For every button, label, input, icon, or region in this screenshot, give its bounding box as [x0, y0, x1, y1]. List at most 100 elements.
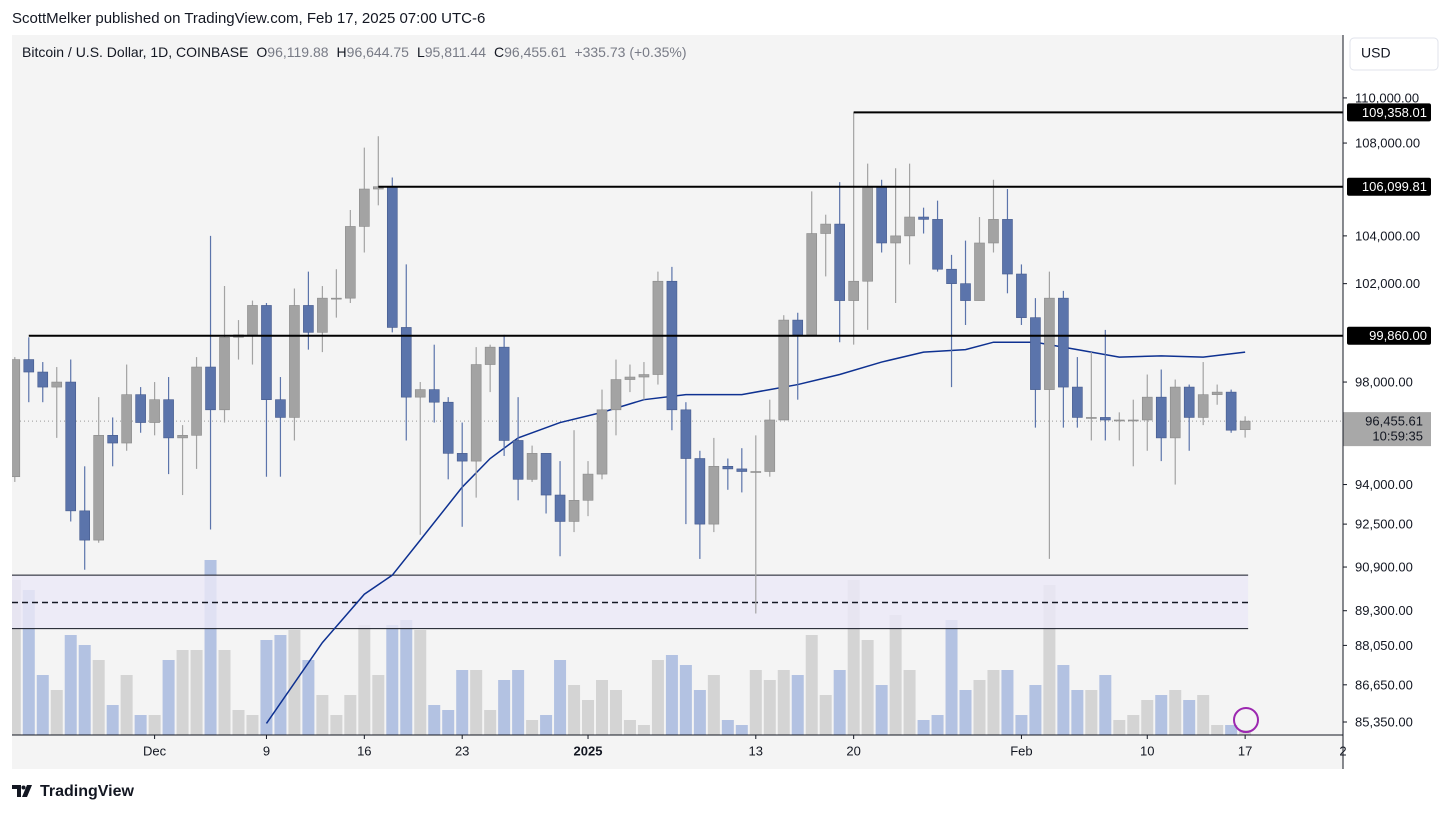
candle-body — [666, 280, 678, 411]
candle-body — [205, 366, 216, 411]
symbol-legend: Bitcoin / U.S. Dollar, 1D, COINBASE O96,1… — [22, 44, 687, 60]
x-tick-label: 16 — [357, 743, 371, 758]
h-label: H — [337, 44, 347, 60]
volume-bar — [1211, 725, 1224, 735]
candle-body — [191, 366, 202, 436]
candle-body — [974, 242, 985, 301]
y-tick-label: 108,000.00 — [1355, 135, 1420, 150]
volume-bar — [456, 670, 469, 735]
volume-bar — [651, 660, 664, 735]
volume-bar — [596, 680, 609, 735]
candle-body — [163, 399, 174, 439]
volume-bar — [763, 680, 776, 735]
candle-body — [834, 223, 845, 301]
x-tick-label: 20 — [846, 743, 860, 758]
volume-bar — [679, 665, 692, 735]
volume-bar — [623, 720, 636, 735]
assistant-icon[interactable] — [1233, 707, 1259, 733]
level-label-box — [1347, 326, 1431, 345]
candle-body — [722, 466, 734, 470]
candle-body — [960, 283, 971, 301]
y-tick-label: 89,300.00 — [1355, 603, 1413, 618]
volume-bar — [162, 660, 175, 735]
volume-bar — [232, 710, 245, 735]
volume-bar — [414, 630, 427, 735]
last-price-label: 96,455.61 — [1365, 414, 1423, 429]
volume-bar — [148, 715, 161, 735]
candle-body — [918, 216, 929, 220]
volume-bar — [540, 715, 553, 735]
candle-body — [470, 364, 482, 462]
volume-bar — [106, 705, 119, 735]
candle-body — [848, 280, 859, 301]
volume-bar — [316, 695, 329, 735]
currency[interactable]: USD — [1361, 45, 1391, 61]
volume-bar — [1197, 695, 1210, 735]
candle-body — [498, 346, 510, 441]
volume-bar — [120, 675, 133, 735]
x-tick-label: Feb — [1010, 743, 1032, 758]
volume-bar — [134, 715, 147, 735]
level-label-box — [1347, 177, 1431, 196]
candle-body — [638, 374, 650, 378]
candle-body — [303, 305, 314, 333]
volume-bar — [302, 660, 315, 735]
y-tick-label: 90,900.00 — [1355, 559, 1413, 574]
candle-body — [1169, 386, 1181, 439]
candle-body — [1155, 396, 1167, 439]
logo-dot — [21, 785, 26, 790]
currency-button[interactable] — [1349, 37, 1439, 71]
candle-body — [1100, 417, 1111, 421]
l-value: 95,811.44 — [425, 44, 486, 60]
volume-bar — [274, 635, 287, 735]
countdown: 10:59:35 — [1372, 429, 1423, 444]
x-tick-label: 23 — [455, 743, 469, 758]
candle-body — [247, 305, 258, 336]
candle-body — [1197, 394, 1209, 418]
candle-body — [876, 186, 887, 244]
candle-body — [764, 419, 776, 472]
candle-body — [778, 319, 790, 421]
candle-body — [1016, 273, 1027, 318]
volume-bar — [777, 670, 790, 735]
candle-body — [1211, 391, 1223, 395]
volume-bar — [1057, 665, 1070, 735]
candle-body — [890, 235, 901, 244]
level-label: 109,358.01 — [1362, 105, 1427, 120]
x-tick-label: 10 — [1140, 743, 1154, 758]
volume-bar — [330, 715, 343, 735]
volume-bar — [1029, 685, 1042, 735]
candle-body — [1114, 419, 1125, 422]
candle-body — [219, 336, 230, 411]
publisher-header: ScottMelker published on TradingView.com… — [12, 10, 485, 27]
volume-bar — [190, 650, 203, 735]
volume-bar — [526, 720, 539, 735]
candle-body — [331, 297, 342, 300]
h-value: 96,644.75 — [347, 44, 409, 60]
volume-bar — [791, 675, 804, 735]
volume-bar — [945, 620, 958, 735]
candle-body — [261, 305, 272, 400]
volume-bar — [735, 725, 748, 735]
volume-bar — [1001, 670, 1014, 735]
candle-body — [135, 394, 146, 423]
volume-bar — [693, 690, 706, 735]
volume-bar — [218, 650, 231, 735]
candle-body — [37, 371, 49, 388]
y-tick-label: 88,050.00 — [1355, 638, 1413, 653]
candle-body — [107, 435, 118, 444]
volume-bar — [568, 685, 581, 735]
volume-bar — [749, 670, 762, 735]
candle-body — [582, 473, 594, 501]
o-value: 96,119.88 — [267, 44, 328, 60]
moving-average — [265, 341, 1246, 724]
candle-body — [65, 381, 77, 512]
volume-bar — [484, 710, 497, 735]
volume-bar — [554, 660, 567, 735]
volume-bar — [1071, 690, 1084, 735]
candle-body — [792, 319, 804, 336]
volume-bar — [372, 675, 385, 735]
volume-bar — [64, 635, 77, 735]
volume-bar — [1169, 690, 1182, 735]
